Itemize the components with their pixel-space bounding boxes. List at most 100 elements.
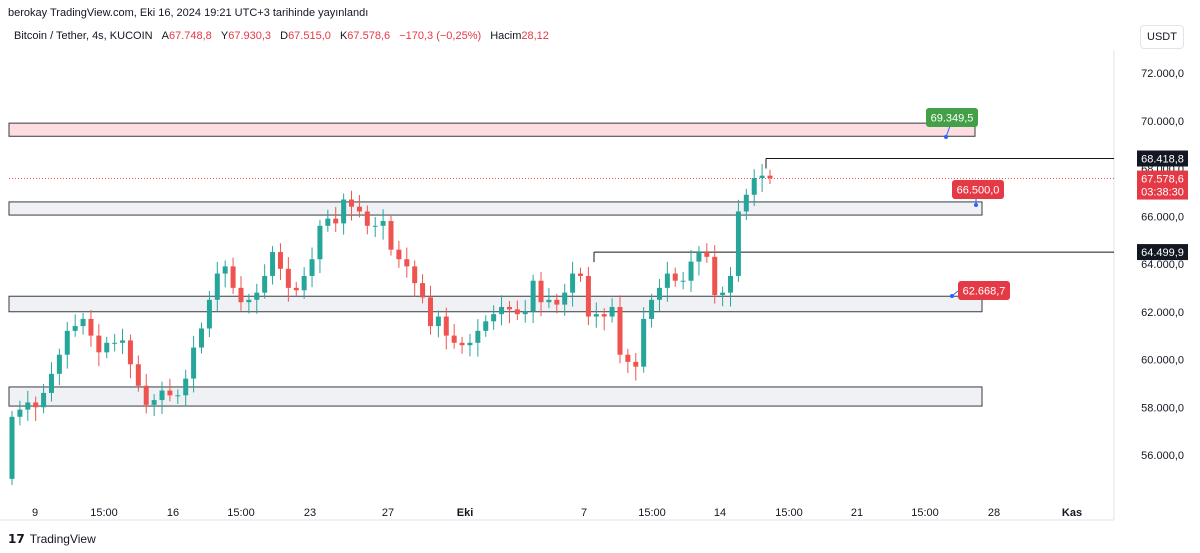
candle [617, 295, 623, 364]
x-tick-label: 28 [988, 507, 1000, 519]
candle [420, 274, 426, 304]
zone-zone-58000[interactable] [8, 386, 983, 407]
candle [562, 283, 568, 316]
candle [483, 315, 489, 337]
candle [767, 169, 773, 185]
publish-info: berokay TradingView.com, Eki 16, 2024 19… [8, 7, 369, 19]
candle [585, 267, 591, 326]
change-value: −170,3 (−0,25%) [399, 30, 482, 42]
candle [546, 288, 552, 309]
candle [222, 260, 228, 288]
alert-text: 66.500,0 [957, 185, 1000, 197]
candle [56, 348, 62, 386]
candle [88, 310, 94, 347]
alert-text: 69.349,5 [931, 113, 974, 125]
candle [104, 336, 110, 359]
alert-label-3[interactable]: 62.668,7 [950, 281, 1010, 300]
candle [120, 328, 126, 355]
current-price-label: 67.578,6 [1141, 174, 1184, 186]
candle [159, 381, 165, 414]
currency-button[interactable]: USDT [1140, 25, 1184, 49]
y-tick-label: 64.000,0 [1141, 259, 1184, 271]
alert-text: 62.668,7 [963, 286, 1006, 298]
candle [522, 300, 528, 323]
candle [341, 193, 347, 235]
candle [435, 310, 441, 338]
close-value: 67.578,6 [347, 30, 391, 42]
x-tick-label: 15:00 [227, 507, 255, 519]
y-tick-label: 58.000,0 [1141, 402, 1184, 414]
candle [601, 308, 607, 331]
candle [175, 389, 181, 404]
high-label: Y [220, 30, 229, 42]
countdown-label: 03:38:30 [1141, 187, 1184, 199]
candle [9, 410, 15, 485]
price-marker: 64.499,9 [1137, 244, 1188, 261]
candle [199, 322, 204, 354]
candle [412, 260, 418, 297]
candle [238, 276, 244, 311]
x-tick-label: 9 [32, 507, 38, 519]
candle [356, 195, 362, 218]
candle [80, 312, 86, 335]
zone-zone-66000[interactable] [8, 201, 983, 216]
candle [333, 206, 339, 233]
candle [427, 285, 433, 335]
candle [609, 298, 615, 323]
candle [96, 323, 102, 367]
zone-zone-62000[interactable] [8, 295, 983, 313]
zone-resistance[interactable] [8, 122, 976, 137]
tradingview-logo-icon: 17 [8, 532, 25, 546]
candle [214, 261, 220, 312]
candle [759, 163, 765, 192]
y-tick-label: 60.000,0 [1141, 355, 1184, 367]
candle [285, 257, 291, 302]
candle [656, 279, 662, 312]
chart-legend: Bitcoin / Tether, 4s, KUCOIN A67.748,8 Y… [14, 30, 549, 42]
candle [135, 355, 141, 392]
svg-text:64.499,9: 64.499,9 [1141, 247, 1184, 259]
candle [191, 335, 197, 393]
volume-value: 28,12 [521, 30, 549, 42]
low-label: D [280, 30, 289, 42]
candle [720, 286, 726, 307]
candle [633, 353, 639, 381]
alert-label-2[interactable]: 66.500,0 [952, 180, 1004, 207]
candle [696, 246, 702, 276]
close-label: K [339, 30, 348, 42]
candle [41, 384, 47, 414]
low-value: 67.515,0 [288, 30, 331, 42]
candle [64, 322, 70, 369]
y-tick-label: 66.000,0 [1141, 211, 1184, 223]
candle [506, 301, 512, 324]
candle [672, 267, 678, 287]
candle [17, 400, 23, 426]
candle [72, 314, 78, 337]
open-value: 67.748,8 [168, 30, 212, 42]
candle [499, 295, 505, 326]
candle [246, 293, 252, 314]
candle [467, 333, 473, 357]
brand-name: TradingView [29, 532, 96, 546]
candle [325, 209, 331, 232]
candle [254, 283, 260, 314]
x-tick-label: 15:00 [90, 507, 118, 519]
candle [127, 334, 133, 379]
candle [364, 205, 370, 235]
candle [309, 247, 315, 288]
x-tick-label: 16 [167, 507, 179, 519]
symbol-title: Bitcoin / Tether, 4s, KUCOIN [14, 30, 153, 42]
alert-label-1[interactable]: 69.349,5 [926, 108, 978, 139]
candle [443, 307, 449, 350]
candle [183, 369, 189, 407]
open-label: A [161, 30, 169, 42]
x-tick-label: Eki [457, 507, 474, 519]
y-tick-label: 72.000,0 [1141, 68, 1184, 80]
candle [372, 216, 378, 238]
x-tick-label: 23 [304, 507, 316, 519]
x-tick-label: 14 [714, 507, 726, 519]
candle [349, 190, 355, 221]
candle [451, 323, 457, 349]
candle [664, 261, 670, 302]
